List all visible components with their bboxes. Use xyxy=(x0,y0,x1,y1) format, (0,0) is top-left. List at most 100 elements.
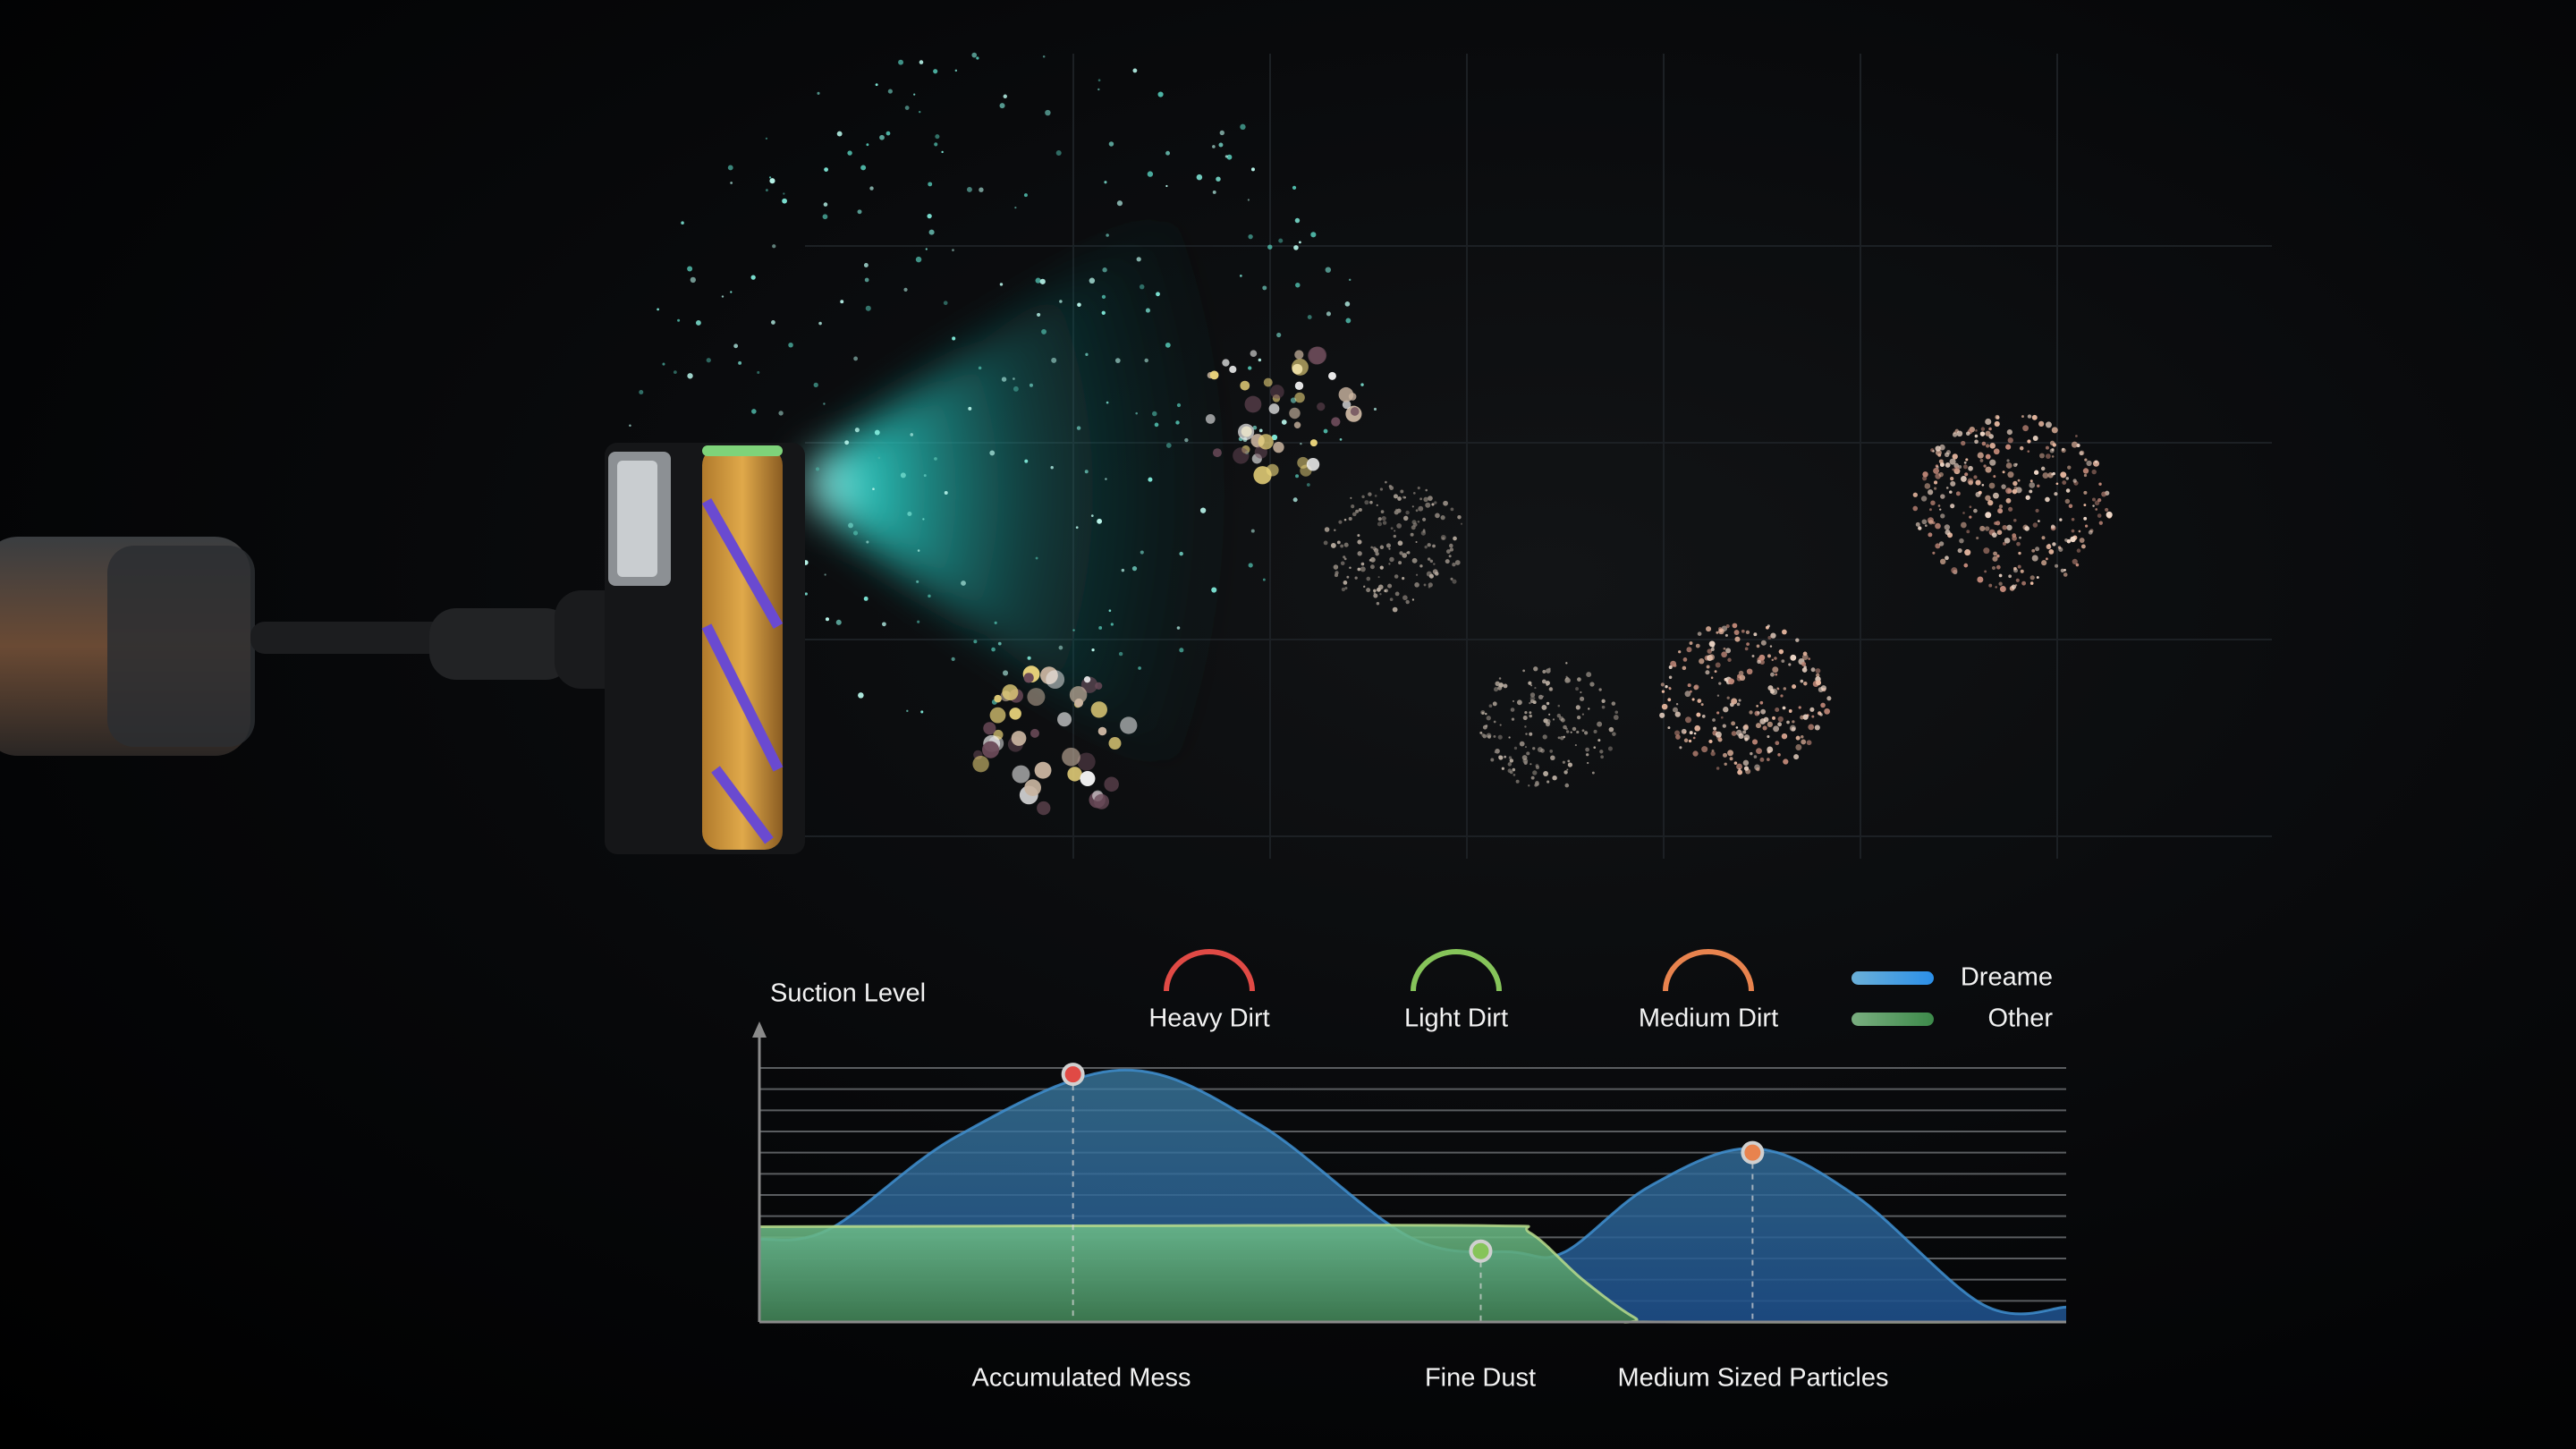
particle xyxy=(1310,232,1317,238)
particle xyxy=(730,182,733,184)
particle xyxy=(1487,734,1492,739)
particle xyxy=(2071,517,2075,521)
particle xyxy=(1563,770,1568,775)
particle xyxy=(1067,767,1082,782)
particle xyxy=(999,103,1005,109)
particle xyxy=(1524,725,1527,728)
particle xyxy=(2005,462,2012,469)
particle xyxy=(1777,716,1784,723)
particle xyxy=(2052,443,2056,447)
particle xyxy=(687,266,693,272)
particle xyxy=(1349,566,1352,569)
particle xyxy=(1751,654,1755,657)
particle xyxy=(1035,277,1041,284)
particle xyxy=(1523,760,1528,765)
particle xyxy=(1377,576,1380,579)
particle xyxy=(1450,577,1453,580)
particle xyxy=(751,409,757,414)
particle xyxy=(1114,358,1121,363)
particle xyxy=(872,487,875,491)
particle xyxy=(1396,523,1402,529)
particle xyxy=(1106,233,1109,237)
particle xyxy=(1980,427,1986,431)
particle xyxy=(2085,524,2089,528)
particle xyxy=(1726,696,1730,699)
particle xyxy=(1513,773,1516,776)
particle xyxy=(815,467,820,471)
particle xyxy=(1996,564,2001,570)
particle xyxy=(1993,492,1999,499)
particle xyxy=(1069,686,1088,704)
particle xyxy=(1306,483,1310,487)
particle xyxy=(2051,427,2058,434)
particle xyxy=(864,277,869,283)
particle xyxy=(1818,687,1824,692)
particle xyxy=(1293,245,1299,250)
particle xyxy=(2050,524,2055,530)
particle xyxy=(681,221,684,225)
particle xyxy=(2029,482,2036,488)
particle xyxy=(2024,526,2030,531)
particle xyxy=(1014,206,1017,209)
particle xyxy=(1075,526,1079,530)
particle xyxy=(1975,428,1978,432)
particle xyxy=(1795,744,1802,750)
particle xyxy=(1405,599,1410,605)
particle xyxy=(1341,587,1346,592)
particle xyxy=(1546,780,1550,784)
particle xyxy=(1962,464,1968,470)
particle xyxy=(857,209,862,215)
particle xyxy=(1567,759,1571,763)
particle xyxy=(1342,400,1352,410)
particle xyxy=(979,187,984,192)
particle xyxy=(1975,479,1981,486)
particle xyxy=(1667,698,1672,702)
particle xyxy=(2078,530,2081,533)
particle xyxy=(1546,683,1548,686)
particle xyxy=(1557,736,1561,740)
particle xyxy=(1427,543,1431,547)
particle xyxy=(848,522,853,529)
particle xyxy=(706,358,711,363)
particle xyxy=(1345,318,1352,324)
particle xyxy=(1788,709,1792,714)
particle xyxy=(1481,711,1485,715)
particle xyxy=(2016,541,2021,547)
particle xyxy=(1767,635,1772,640)
particle xyxy=(1270,385,1284,399)
particle xyxy=(733,343,739,349)
particle xyxy=(1132,68,1138,73)
particle xyxy=(1405,510,1410,515)
particle xyxy=(1212,190,1216,194)
particle xyxy=(1098,626,1103,630)
particle xyxy=(1157,91,1164,97)
particle xyxy=(944,491,948,496)
particle xyxy=(1542,669,1546,674)
particle xyxy=(1945,462,1951,468)
particle xyxy=(1945,555,1949,561)
particle xyxy=(1516,699,1522,706)
particle xyxy=(1964,549,1971,556)
particle xyxy=(1716,631,1719,634)
particle xyxy=(1801,654,1809,661)
particle xyxy=(2008,506,2013,512)
particle xyxy=(919,60,924,64)
particle xyxy=(1457,514,1462,520)
particle xyxy=(1772,716,1775,720)
particle xyxy=(1147,171,1154,177)
particle xyxy=(1530,763,1532,766)
particle xyxy=(2032,522,2038,528)
particle xyxy=(1051,357,1057,363)
particle xyxy=(1565,675,1568,678)
particle xyxy=(1548,687,1554,691)
particle xyxy=(1360,566,1366,572)
particle xyxy=(1395,508,1398,512)
particle xyxy=(1998,504,2004,509)
marker-point xyxy=(1469,1239,1493,1263)
particle xyxy=(853,356,859,361)
particle xyxy=(2007,437,2013,444)
particle xyxy=(1095,682,1103,690)
particle xyxy=(968,406,972,411)
particle xyxy=(1707,648,1713,654)
particle xyxy=(2059,518,2063,521)
